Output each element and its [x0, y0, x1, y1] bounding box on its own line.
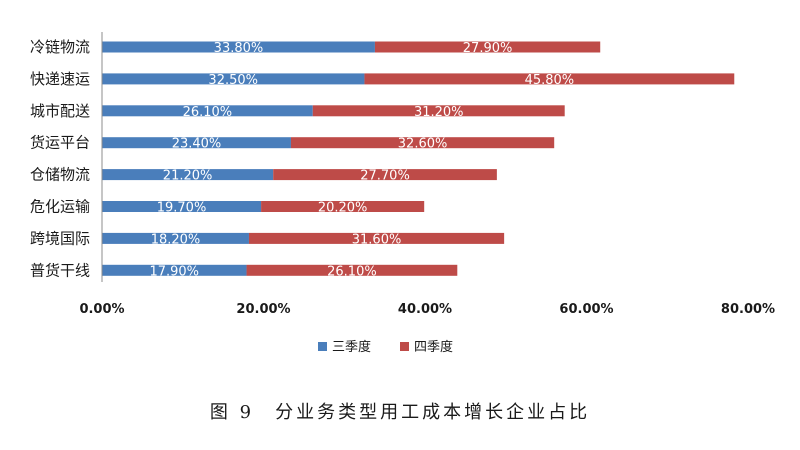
x-axis: 0.00% 20.00% 40.00% 60.00% 80.00%	[79, 32, 775, 317]
x-tick-label: 0.00%	[79, 302, 124, 317]
data-label: 19.70%	[157, 201, 207, 216]
data-label: 31.60%	[352, 232, 402, 247]
data-label: 26.10%	[183, 105, 233, 120]
bar-segment	[290, 137, 555, 149]
bar-segment	[102, 105, 313, 117]
category-label: 跨境国际	[30, 229, 90, 247]
category-label: 普货干线	[30, 261, 90, 279]
bar-segment	[102, 169, 274, 181]
bar-segment	[102, 264, 247, 276]
data-label: 17.90%	[149, 264, 199, 279]
bar-segment	[374, 41, 601, 53]
data-label: 33.80%	[214, 41, 264, 56]
legend-swatch	[318, 342, 327, 351]
legend-label: 三季度	[332, 339, 371, 355]
category-label: 危化运输	[30, 198, 90, 216]
data-label: 45.80%	[525, 73, 575, 88]
legend: 三季度 四季度	[318, 339, 453, 355]
bar-segment	[364, 73, 735, 85]
data-label: 20.20%	[318, 201, 368, 216]
category-label: 快递速运	[30, 70, 90, 88]
bars-group: 33.80% 27.90% 32.50% 45.80% 26.10% 31.20% 23.4…	[102, 41, 735, 279]
x-tick-label: 40.00%	[398, 302, 452, 317]
legend-label: 四季度	[414, 339, 453, 355]
category-label: 仓储物流	[30, 166, 90, 184]
bar-segment	[102, 137, 291, 149]
category-label: 城市配送	[30, 102, 90, 120]
bar-segment	[102, 232, 249, 244]
bar-segment	[246, 264, 458, 276]
stacked-bar-chart: 33.80% 27.90% 32.50% 45.80% 26.10% 31.20% 23.4…	[30, 32, 775, 355]
x-tick-label: 60.00%	[559, 302, 613, 317]
bar-segment	[261, 201, 425, 212]
figure-caption: 图 9 分业务类型用工成本增长企业占比	[209, 402, 591, 423]
data-label: 32.60%	[398, 137, 448, 152]
data-label: 31.20%	[414, 105, 464, 120]
x-tick-label: 20.00%	[236, 302, 290, 317]
category-label: 冷链物流	[30, 38, 90, 56]
data-label: 32.50%	[208, 73, 258, 88]
bar-segment	[102, 73, 365, 85]
legend-swatch	[400, 342, 409, 351]
data-label: 21.20%	[163, 169, 213, 184]
bar-segment	[312, 105, 565, 117]
x-tick-label: 80.00%	[721, 302, 775, 317]
bar-segment	[102, 201, 262, 212]
data-label: 27.70%	[360, 169, 410, 184]
bar-segment	[248, 232, 505, 244]
bar-segment	[102, 41, 375, 53]
data-label: 27.90%	[463, 41, 513, 56]
bar-segment	[273, 169, 497, 181]
data-label: 18.20%	[151, 232, 201, 247]
data-label: 26.10%	[327, 264, 377, 279]
category-label: 货运平台	[30, 134, 90, 152]
data-label: 23.40%	[172, 137, 222, 152]
